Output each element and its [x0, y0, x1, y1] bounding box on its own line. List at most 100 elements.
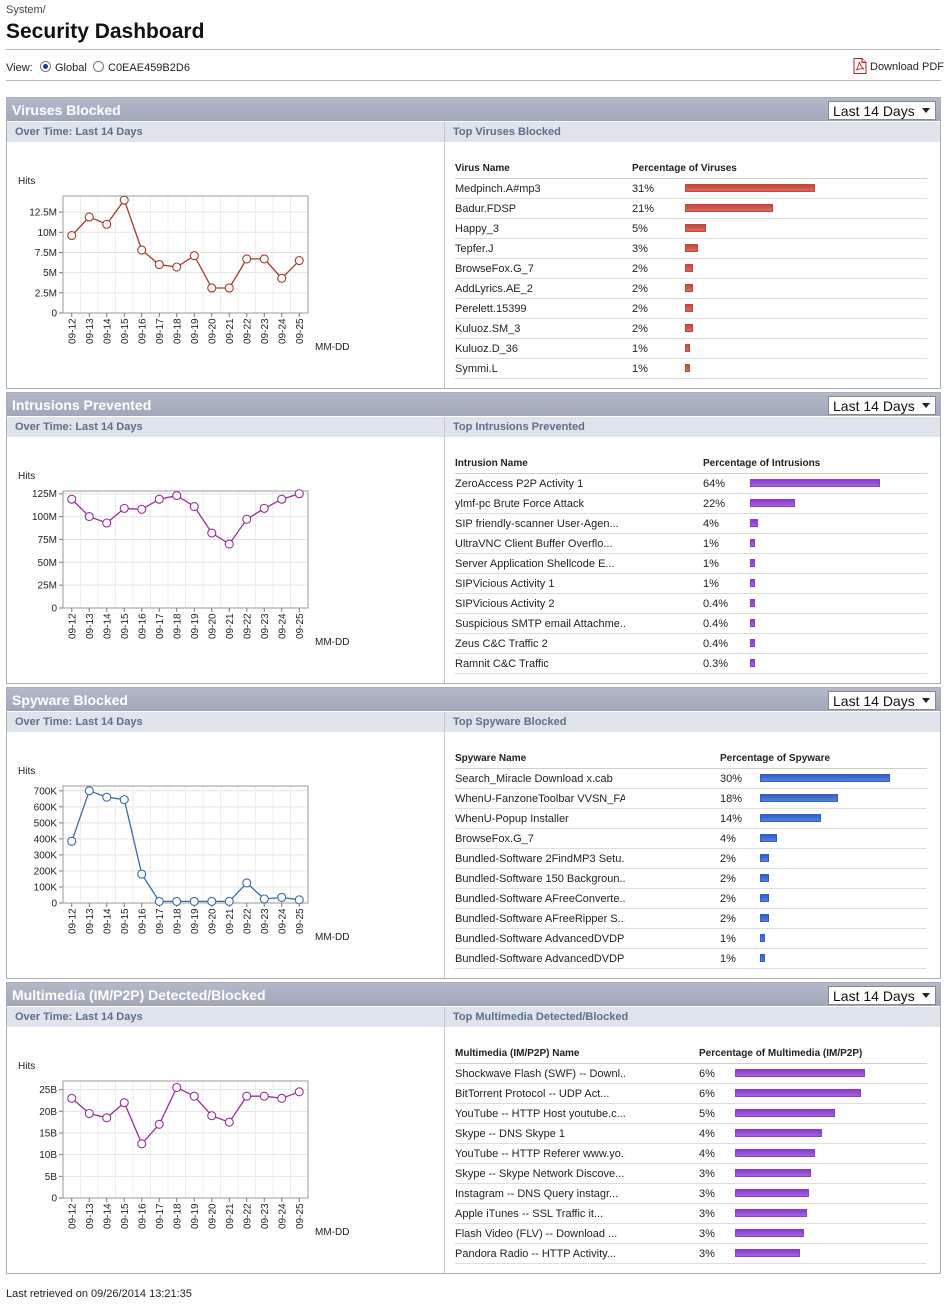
data-point[interactable] — [242, 1091, 252, 1101]
data-point[interactable] — [172, 896, 182, 906]
download-pdf-button[interactable]: Download PDF — [853, 58, 944, 76]
data-point[interactable] — [119, 795, 129, 805]
time-range-select[interactable]: Last 14 Days — [828, 691, 936, 710]
data-point[interactable] — [277, 1093, 287, 1103]
table-row[interactable]: Ramnit C&C Traffic 0.3% — [455, 654, 927, 674]
data-point[interactable] — [242, 878, 252, 888]
table-row[interactable]: Tepfer.J 3% — [455, 239, 927, 259]
data-point[interactable] — [224, 896, 234, 906]
data-point[interactable] — [294, 489, 304, 499]
table-row[interactable]: Search_Miracle Download x.cab 30% — [455, 769, 927, 789]
table-row[interactable]: ylmf-pc Brute Force Attack 22% — [455, 494, 927, 514]
global-radio-label[interactable]: Global — [55, 62, 87, 74]
table-row[interactable]: SIPVicious Activity 1 1% — [455, 574, 927, 594]
table-row[interactable]: Badur.FDSP 21% — [455, 199, 927, 219]
table-row[interactable]: WhenU-FanzoneToolbar VVSN_FANZ... 18% — [455, 789, 927, 809]
data-point[interactable] — [259, 503, 269, 513]
data-point[interactable] — [259, 254, 269, 264]
device-radio[interactable] — [93, 61, 104, 72]
data-point[interactable] — [224, 283, 234, 293]
table-row[interactable]: Shockwave Flash (SWF) -- Downl... 6% — [455, 1064, 927, 1084]
table-row[interactable]: Skype -- Skype Network Discove... 3% — [455, 1164, 927, 1184]
table-row[interactable]: Bundled-Software 150 Backgroun... 2% — [455, 869, 927, 889]
data-point[interactable] — [189, 251, 199, 261]
data-point[interactable] — [154, 260, 164, 270]
data-point[interactable] — [119, 503, 129, 513]
table-row[interactable]: Kuluoz.D_36 1% — [455, 339, 927, 359]
table-row[interactable]: Happy_3 5% — [455, 219, 927, 239]
time-range-select[interactable]: Last 14 Days — [828, 396, 936, 415]
table-row[interactable]: Instagram -- DNS Query instagr... 3% — [455, 1184, 927, 1204]
data-point[interactable] — [294, 256, 304, 266]
time-range-select[interactable]: Last 14 Days — [828, 986, 936, 1005]
data-point[interactable] — [277, 892, 287, 902]
chevron-down-icon[interactable] — [922, 108, 930, 113]
data-point[interactable] — [119, 195, 129, 205]
data-point[interactable] — [84, 1108, 94, 1119]
table-row[interactable]: Bundled-Software AdvancedDVDPl... 1% — [455, 929, 927, 949]
device-radio-label[interactable]: C0EAE459B2D6 — [108, 62, 190, 74]
table-row[interactable]: YouTube -- HTTP Referer www.yo... 4% — [455, 1144, 927, 1164]
data-point[interactable] — [154, 494, 164, 504]
data-point[interactable] — [277, 494, 287, 504]
data-point[interactable] — [242, 514, 252, 524]
table-row[interactable]: YouTube -- HTTP Host youtube.c... 5% — [455, 1104, 927, 1124]
data-point[interactable] — [189, 501, 199, 512]
table-row[interactable]: Zeus C&C Traffic 2 0.4% — [455, 634, 927, 654]
data-point[interactable] — [137, 1139, 147, 1149]
data-point[interactable] — [102, 1113, 112, 1123]
time-range-value[interactable]: Last 14 Days — [833, 103, 915, 119]
data-point[interactable] — [119, 1098, 129, 1108]
data-point[interactable] — [67, 1093, 77, 1103]
data-point[interactable] — [102, 518, 112, 528]
table-row[interactable]: Bundled-Software AFreeConverte... 2% — [455, 889, 927, 909]
data-point[interactable] — [189, 1091, 199, 1101]
table-row[interactable]: BrowseFox.G_7 4% — [455, 829, 927, 849]
data-point[interactable] — [102, 792, 112, 802]
time-range-value[interactable]: Last 14 Days — [833, 398, 915, 414]
data-point[interactable] — [67, 836, 77, 846]
data-point[interactable] — [294, 895, 304, 905]
chevron-down-icon[interactable] — [922, 403, 930, 408]
data-point[interactable] — [207, 896, 217, 906]
data-point[interactable] — [259, 894, 269, 904]
data-point[interactable] — [84, 512, 94, 522]
data-point[interactable] — [137, 869, 147, 879]
table-row[interactable]: BrowseFox.G_7 2% — [455, 259, 927, 279]
table-row[interactable]: ZeroAccess P2P Activity 1 64% — [455, 474, 927, 494]
table-row[interactable]: Apple iTunes -- SSL Traffic it... 3% — [455, 1204, 927, 1224]
data-point[interactable] — [207, 283, 217, 293]
data-point[interactable] — [277, 273, 287, 283]
data-point[interactable] — [154, 896, 164, 906]
global-radio[interactable] — [40, 61, 51, 72]
data-point[interactable] — [137, 504, 147, 514]
data-point[interactable] — [154, 1119, 164, 1129]
time-range-value[interactable]: Last 14 Days — [833, 988, 915, 1004]
data-point[interactable] — [84, 212, 94, 222]
chevron-down-icon[interactable] — [922, 698, 930, 703]
data-point[interactable] — [207, 528, 217, 538]
data-point[interactable] — [294, 1087, 304, 1097]
data-point[interactable] — [172, 491, 182, 501]
data-point[interactable] — [207, 1111, 217, 1121]
table-row[interactable]: Medpinch.A#mp3 31% — [455, 179, 927, 199]
data-point[interactable] — [189, 896, 199, 906]
data-point[interactable] — [224, 1117, 234, 1127]
table-row[interactable]: Skype -- DNS Skype 1 4% — [455, 1124, 927, 1144]
breadcrumb[interactable]: System/ — [6, 4, 46, 16]
table-row[interactable]: WhenU-Popup Installer 14% — [455, 809, 927, 829]
table-row[interactable]: Perelett.15399 2% — [455, 299, 927, 319]
download-pdf-label[interactable]: Download PDF — [870, 61, 944, 73]
table-row[interactable]: Kuluoz.SM_3 2% — [455, 319, 927, 339]
data-point[interactable] — [137, 245, 147, 255]
table-row[interactable]: Suspicious SMTP email Attachme... 0.4% — [455, 614, 927, 634]
table-row[interactable]: Symmi.L 1% — [455, 359, 927, 379]
data-point[interactable] — [224, 539, 234, 549]
data-point[interactable] — [172, 262, 182, 272]
table-row[interactable]: SIP friendly-scanner User-Agen... 4% — [455, 514, 927, 534]
table-row[interactable]: Flash Video (FLV) -- Download ... 3% — [455, 1224, 927, 1244]
data-point[interactable] — [67, 230, 77, 241]
table-row[interactable]: SIPVicious Activity 2 0.4% — [455, 594, 927, 614]
time-range-select[interactable]: Last 14 Days — [828, 101, 936, 120]
table-row[interactable]: Bundled-Software 2FindMP3 Setu... 2% — [455, 849, 927, 869]
